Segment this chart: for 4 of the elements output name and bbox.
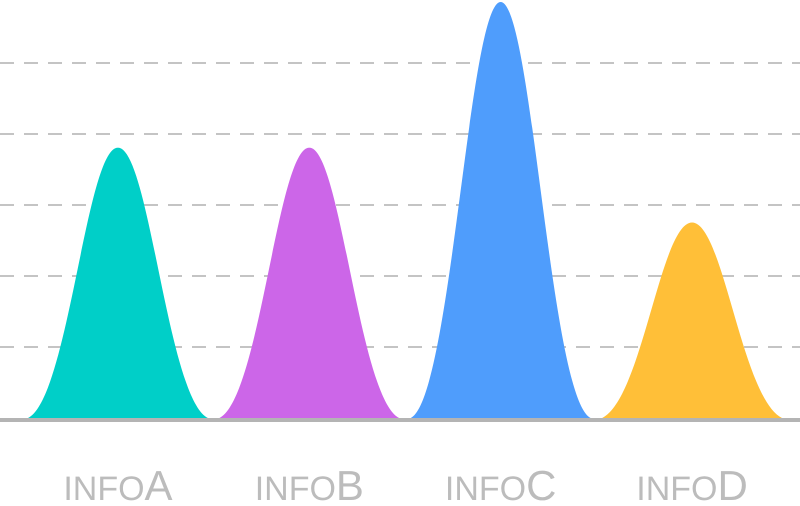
x-tick-label: INFOB bbox=[254, 462, 364, 506]
x-tick-label: INFOA bbox=[63, 462, 173, 506]
x-tick-label: INFOD bbox=[636, 462, 748, 506]
x-tick-label: INFOC bbox=[444, 462, 556, 506]
